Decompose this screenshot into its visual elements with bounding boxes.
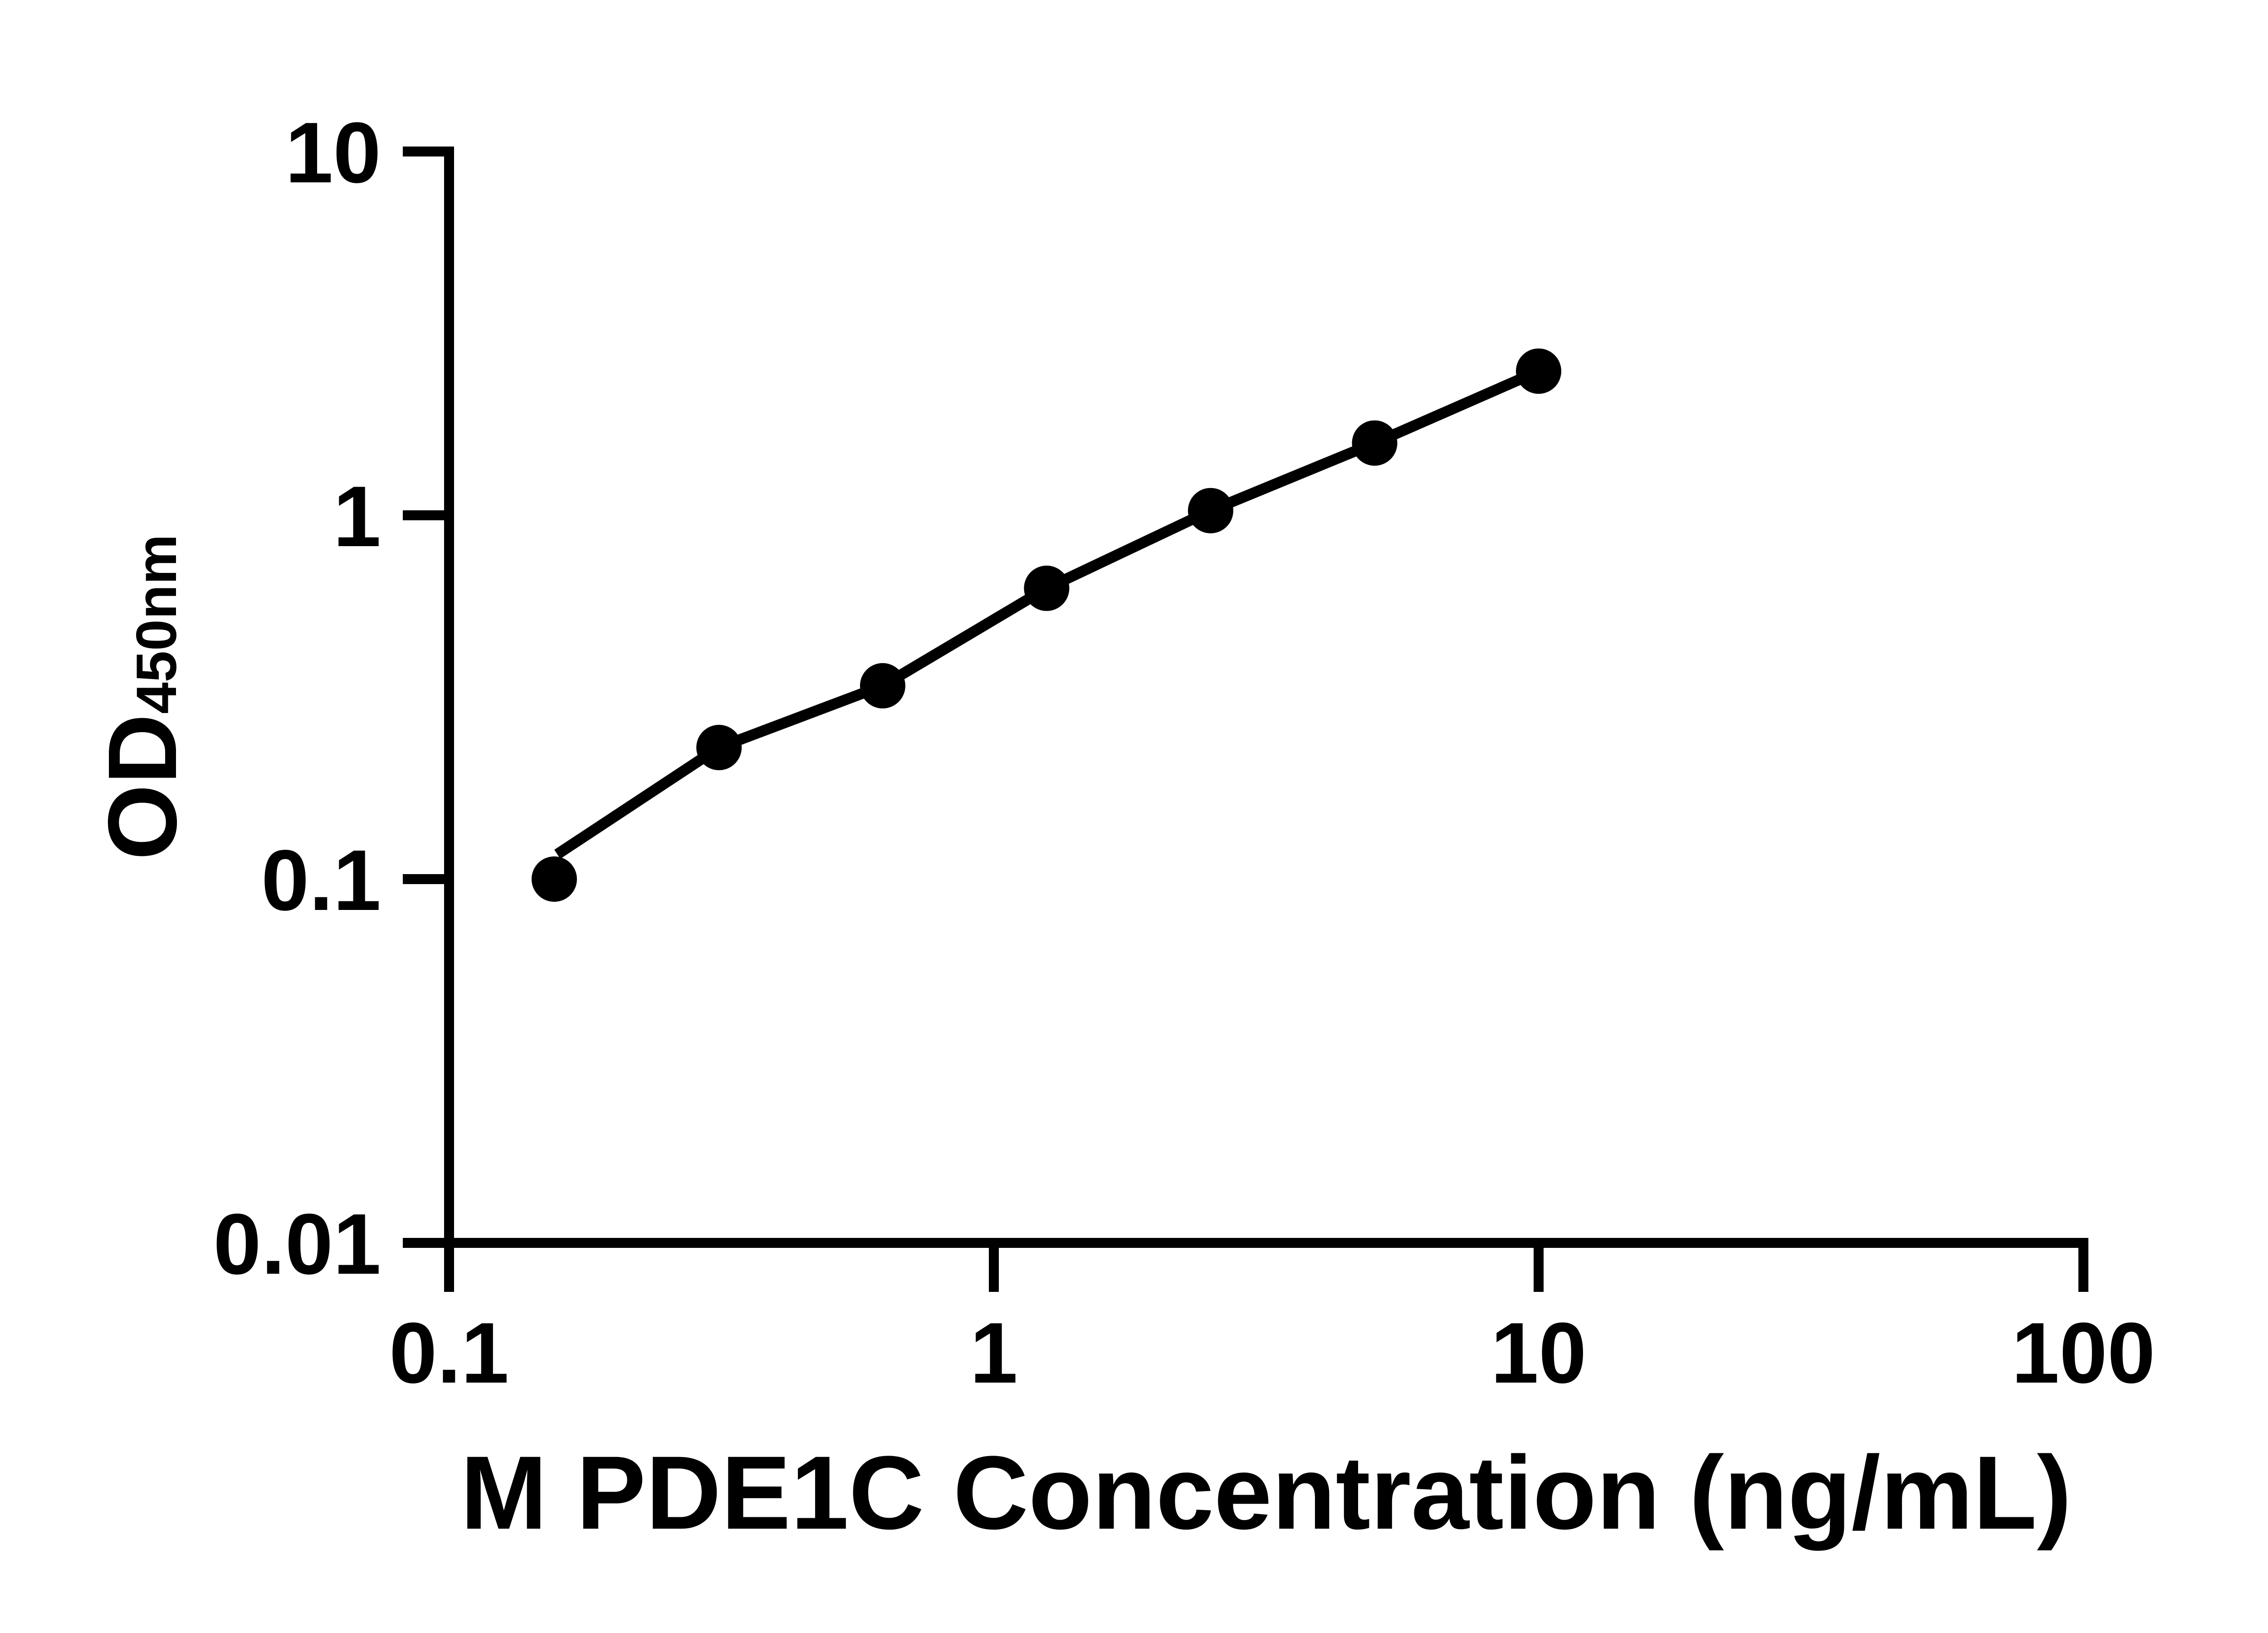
y-tick-label: 1 [333, 469, 381, 565]
x-axis-ticks: 0.1 1 10 100 [389, 1243, 2156, 1401]
x-tick-label: 0.1 [389, 1305, 509, 1401]
y-tick-label: 0.01 [213, 1196, 381, 1292]
data-point [1024, 565, 1070, 611]
x-axis-title: M PDE1C Concentration (ng/mL) [460, 1434, 2072, 1551]
y-axis-title-subscript: 450nm [125, 534, 188, 714]
y-axis-ticks: 10 1 0.1 0.01 [213, 105, 449, 1292]
y-axis-title: OD450nm [88, 534, 197, 861]
data-point [696, 724, 742, 770]
x-tick-label: 10 [1491, 1305, 1586, 1401]
data-point [531, 856, 577, 902]
y-tick-label: 10 [285, 105, 381, 201]
data-point [1516, 348, 1561, 394]
data-point [1352, 420, 1398, 466]
data-points [531, 348, 1561, 902]
y-axis-title-main: OD [88, 714, 197, 861]
y-tick-label: 0.1 [261, 832, 381, 929]
axes [444, 147, 2088, 1248]
data-point [860, 663, 905, 709]
x-tick-label: 100 [2011, 1305, 2155, 1401]
x-tick-label: 1 [970, 1305, 1018, 1401]
data-point [1188, 488, 1233, 533]
